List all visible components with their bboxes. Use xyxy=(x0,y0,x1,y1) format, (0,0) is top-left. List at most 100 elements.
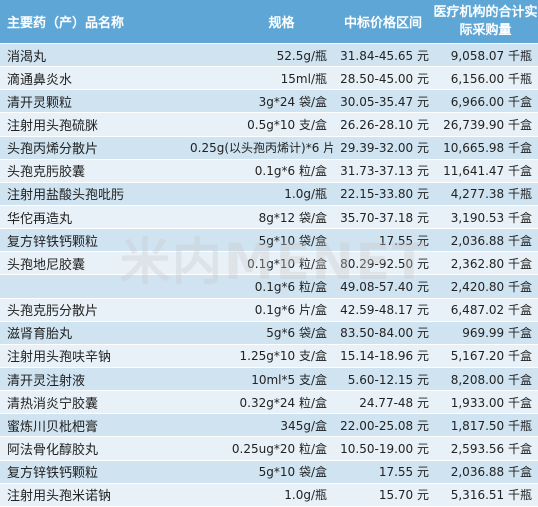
price-cell: 15.14-18.96 元 xyxy=(340,349,429,364)
price-cell: 22.15-33.80 元 xyxy=(340,187,429,202)
spec-cell: 0.25g(以头孢丙烯计)*6 片/盒 xyxy=(190,141,333,156)
price-cell: 10.50-19.00 元 xyxy=(340,441,429,456)
spec-cell: 5g*10 袋/盒 xyxy=(258,465,327,480)
table-row: 头孢克肟分散片 0.1g*6 片/盒 42.59-48.17 元 6,487.02 千… xyxy=(0,298,538,322)
drug-name-cell: 阿法骨化醇胶丸 xyxy=(7,442,99,458)
spec-cell: 0.32g*24 粒/盒 xyxy=(239,395,327,410)
drug-name-cell: 复方锌铁钙颗粒 xyxy=(7,234,99,250)
price-cell: 28.50-45.00 元 xyxy=(340,71,429,86)
drug-name-cell: 复方锌铁钙颗粒 xyxy=(7,466,99,482)
volume-cell: 6,966.00 千盒 xyxy=(450,94,532,109)
price-cell: 30.05-35.47 元 xyxy=(340,94,429,109)
drug-name-cell: 清开灵注射液 xyxy=(7,373,86,389)
drug-name-cell: 注射用盐酸头孢吡肟 xyxy=(7,188,125,204)
spec-cell: 1.0g/瓶 xyxy=(284,488,327,503)
drug-name-cell: 滴通鼻炎水 xyxy=(7,72,73,88)
volume-cell: 2,036.88 千盒 xyxy=(450,233,532,248)
price-cell: 17.55 元 xyxy=(378,465,429,480)
table-row: 蜜炼川贝枇杷膏 345g/盒 22.00-25.08 元 1,817.50 千瓶 xyxy=(0,414,538,438)
table-row: 0.1g*6 粒/盒 49.08-57.40 元 2,420.80 千盒 xyxy=(0,275,538,299)
table-row: 滋肾育胎丸 5g*6 袋/盒 83.50-84.00 元 969.99 千盒 xyxy=(0,321,538,345)
price-cell: 5.60-12.15 元 xyxy=(347,372,429,387)
drug-name-cell: 清开灵颗粒 xyxy=(7,95,73,111)
spec-cell: 0.1g*10 粒/盒 xyxy=(247,256,327,271)
drug-name-cell: 蜜炼川贝枇杷膏 xyxy=(7,419,99,435)
volume-cell: 5,167.20 千盒 xyxy=(450,349,532,364)
volume-cell: 26,739.90 千盒 xyxy=(443,117,532,132)
drug-name-cell: 头孢克肟分散片 xyxy=(7,304,99,320)
table-row: 滴通鼻炎水 15ml/瓶 28.50-45.00 元 6,156.00 千瓶 xyxy=(0,67,538,91)
drug-name-cell: 头孢地尼胶囊 xyxy=(7,257,86,273)
table-row: 头孢地尼胶囊 0.1g*10 粒/盒 80.29-92.50 元 2,362.80 千… xyxy=(0,252,538,276)
price-cell: 26.26-28.10 元 xyxy=(340,117,429,132)
volume-cell: 3,190.53 千盒 xyxy=(450,210,532,225)
price-cell: 83.50-84.00 元 xyxy=(340,326,429,341)
volume-cell: 2,593.56 千盒 xyxy=(450,441,532,456)
table-row: 注射用盐酸头孢吡肟 1.0g/瓶 22.15-33.80 元 4,277.38 千瓶 xyxy=(0,182,538,206)
table-row: 华佗再造丸 8g*12 袋/盒 35.70-37.18 元 3,190.53 千盒 xyxy=(0,205,538,230)
volume-cell: 2,362.80 千盒 xyxy=(450,256,532,271)
header-spec: 规格 xyxy=(268,16,295,31)
volume-cell: 2,420.80 千盒 xyxy=(450,279,532,294)
drug-name-cell: 注射用头孢呋辛钠 xyxy=(7,350,112,366)
spec-cell: 1.0g/瓶 xyxy=(284,187,327,202)
spec-cell: 5g*10 袋/盒 xyxy=(258,233,327,248)
price-cell: 22.00-25.08 元 xyxy=(340,418,429,433)
table-row: 注射用头孢硫脒 0.5g*10 支/盒 26.26-28.10 元 26,739.90… xyxy=(0,113,538,137)
drug-name-cell: 华佗再造丸 xyxy=(7,211,73,227)
table-row: 消渴丸 52.5g/瓶 31.84-45.65 元 9,058.07 千瓶 xyxy=(0,44,538,68)
volume-cell: 9,058.07 千瓶 xyxy=(450,48,532,63)
table-row: 复方锌铁钙颗粒 5g*10 袋/盒 17.55 元 2,036.88 千盒 xyxy=(0,460,538,484)
spec-cell: 345g/盒 xyxy=(280,418,327,433)
table-row: 清热消炎宁胶囊 0.32g*24 粒/盒 24.77-48 元 1,933.00 千盒 xyxy=(0,391,538,415)
volume-cell: 2,036.88 千盒 xyxy=(450,465,532,480)
volume-cell: 8,208.00 千盒 xyxy=(450,372,532,387)
drug-name-cell: 头孢克肟胶囊 xyxy=(7,165,86,181)
header-name: 主要药（产）品名称 xyxy=(7,16,125,31)
table-header: 主要药（产）品名称 规格 中标价格区间 医疗机构的合计实际采购量 xyxy=(0,0,538,44)
table-row: 复方锌铁钙颗粒 5g*10 袋/盒 17.55 元 2,036.88 千盒 xyxy=(0,229,538,253)
volume-cell: 5,316.51 千瓶 xyxy=(450,488,532,503)
price-cell: 29.39-32.00 元 xyxy=(340,141,429,156)
spec-cell: 15ml/瓶 xyxy=(280,71,327,86)
volume-cell: 11,641.47 千盒 xyxy=(443,164,532,179)
volume-cell: 6,487.02 千盒 xyxy=(450,303,532,318)
table-row: 头孢克肟胶囊 0.1g*6 粒/盒 31.73-37.13 元 11,641.47 千… xyxy=(0,159,538,183)
drug-name-cell: 清热消炎宁胶囊 xyxy=(7,396,99,412)
price-cell: 31.84-45.65 元 xyxy=(340,48,429,63)
volume-cell: 1,817.50 千瓶 xyxy=(450,418,532,433)
drug-name-cell: 滋肾育胎丸 xyxy=(7,327,73,343)
price-cell: 31.73-37.13 元 xyxy=(340,164,429,179)
drug-name-cell: 头孢丙烯分散片 xyxy=(7,142,99,158)
price-cell: 49.08-57.40 元 xyxy=(340,279,429,294)
volume-cell: 6,156.00 千瓶 xyxy=(450,71,532,86)
spec-cell: 10ml*5 支/盒 xyxy=(251,372,327,387)
volume-cell: 1,933.00 千盒 xyxy=(450,395,532,410)
table-row: 阿法骨化醇胶丸 0.25ug*20 粒/盒 10.50-19.00 元 2,593.5… xyxy=(0,437,538,461)
spec-cell: 3g*24 袋/盒 xyxy=(258,94,327,109)
volume-cell: 969.99 千盒 xyxy=(462,326,532,341)
table-body: 消渴丸 52.5g/瓶 31.84-45.65 元 9,058.07 千瓶 滴通鼻炎水 1… xyxy=(0,44,538,507)
table-row: 注射用头孢米诺钠 1.0g/瓶 15.70 元 5,316.51 千瓶 xyxy=(0,483,538,507)
volume-cell: 10,665.98 千盒 xyxy=(443,141,532,156)
spec-cell: 0.1g*6 片/盒 xyxy=(254,303,327,318)
spec-cell: 0.25ug*20 粒/盒 xyxy=(231,441,327,456)
volume-cell: 4,277.38 千瓶 xyxy=(450,187,532,202)
table-row: 头孢丙烯分散片 0.25g(以头孢丙烯计)*6 片/盒 29.39-32.00 元 1… xyxy=(0,136,538,160)
price-cell: 24.77-48 元 xyxy=(359,395,429,410)
spec-cell: 0.1g*6 粒/盒 xyxy=(254,164,327,179)
header-volume: 医疗机构的合计实际采购量 xyxy=(433,4,538,38)
spec-cell: 0.1g*6 粒/盒 xyxy=(254,279,327,294)
table-row: 清开灵颗粒 3g*24 袋/盒 30.05-35.47 元 6,966.00 千盒 xyxy=(0,90,538,114)
spec-cell: 5g*6 袋/盒 xyxy=(266,326,327,341)
table-row: 清开灵注射液 10ml*5 支/盒 5.60-12.15 元 8,208.00 千盒 xyxy=(0,367,538,392)
table-row: 注射用头孢呋辛钠 1.25g*10 支/盒 15.14-18.96 元 5,167.2… xyxy=(0,344,538,368)
price-cell: 15.70 元 xyxy=(378,488,429,503)
drug-name-cell: 注射用头孢米诺钠 xyxy=(7,489,112,505)
price-cell: 17.55 元 xyxy=(378,233,429,248)
spec-cell: 1.25g*10 支/盒 xyxy=(239,349,327,364)
drug-name-cell: 消渴丸 xyxy=(7,49,47,65)
spec-cell: 0.5g*10 支/盒 xyxy=(247,117,327,132)
header-price: 中标价格区间 xyxy=(343,16,422,31)
